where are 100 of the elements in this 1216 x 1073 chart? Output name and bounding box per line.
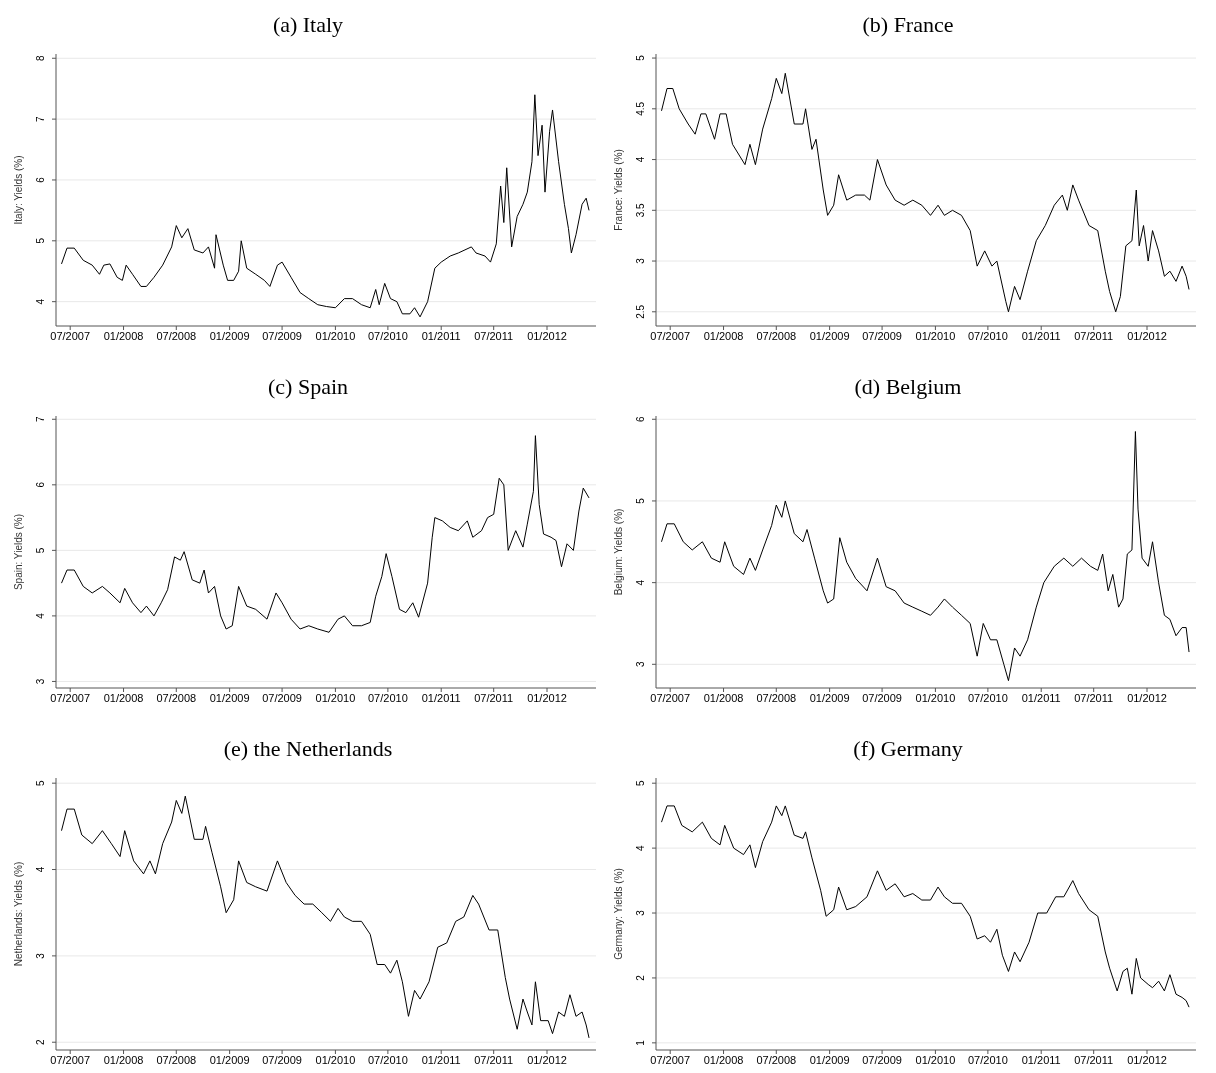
y-tick-label: 4: [35, 298, 46, 305]
x-tick-label: 01/2012: [1127, 329, 1167, 342]
chart-title: (b) France: [861, 11, 955, 39]
x-tick-label: 01/2008: [103, 329, 144, 342]
y-tick-label: 8: [35, 55, 46, 62]
x-tick-label: 07/2010: [368, 691, 408, 704]
x-tick-label: 07/2011: [474, 329, 514, 342]
x-tick-label: 07/2008: [756, 1053, 797, 1066]
y-tick-label: 5: [635, 779, 646, 786]
x-tick-label: 07/2007: [50, 691, 91, 704]
x-tick-label: 07/2011: [474, 691, 514, 704]
y-tick-label: 3: [635, 257, 646, 264]
y-tick-label: 3: [635, 909, 646, 916]
x-tick-label: 07/2008: [156, 691, 197, 704]
y-axis-title: Belgium: Yields (%): [612, 508, 624, 596]
x-tick-label: 07/2009: [262, 1053, 302, 1066]
x-tick-label: 07/2010: [968, 329, 1008, 342]
x-tick-label: 01/2010: [315, 329, 356, 342]
x-tick-label: 01/2009: [209, 329, 250, 342]
line-series: [661, 72, 1190, 313]
x-tick-label: 07/2009: [262, 691, 302, 704]
y-tick-label: 3: [35, 952, 46, 959]
x-tick-label: 07/2009: [862, 329, 902, 342]
x-tick-label: 07/2010: [968, 691, 1008, 704]
y-axis-title: Italy: Yields (%): [12, 155, 24, 225]
x-tick-label: 01/2008: [703, 1053, 744, 1066]
y-tick-label: 2: [635, 974, 646, 981]
x-tick-label: 01/2010: [315, 1053, 356, 1066]
chart-title: (a) Italy: [271, 11, 345, 39]
x-tick-label: 07/2008: [156, 329, 197, 342]
y-axis-title: Germany: Yields (%): [612, 868, 624, 960]
x-tick-label: 01/2008: [103, 1053, 144, 1066]
x-tick-label: 01/2009: [809, 691, 850, 704]
y-tick-label: 1: [635, 1039, 646, 1046]
y-tick-label: 3: [35, 678, 46, 685]
y-tick-label: 7: [35, 115, 46, 122]
x-tick-label: 01/2012: [527, 329, 567, 342]
y-axis-title: France: Yields (%): [612, 149, 624, 231]
line-series: [661, 805, 1190, 1008]
x-tick-label: 01/2009: [209, 1053, 250, 1066]
x-tick-label: 07/2009: [262, 329, 302, 342]
x-tick-label: 07/2011: [1074, 329, 1114, 342]
x-tick-label: 01/2011: [1021, 1053, 1061, 1066]
line-series: [661, 431, 1190, 682]
x-tick-label: 01/2009: [809, 329, 850, 342]
chart-title: (f) Germany: [852, 735, 964, 763]
y-tick-label: 6: [35, 176, 46, 183]
x-tick-label: 07/2007: [650, 1053, 691, 1066]
x-tick-label: 07/2007: [650, 329, 691, 342]
x-tick-label: 01/2008: [703, 329, 744, 342]
y-tick-label: 4.5: [635, 101, 646, 116]
x-tick-label: 01/2012: [1127, 1053, 1167, 1066]
chart-title: (c) Spain: [267, 373, 349, 401]
x-tick-label: 01/2008: [703, 691, 744, 704]
y-tick-label: 3.5: [635, 202, 646, 218]
x-tick-label: 01/2010: [315, 691, 356, 704]
x-tick-label: 01/2011: [421, 1053, 461, 1066]
line-series: [61, 94, 590, 318]
y-tick-label: 6: [635, 416, 646, 423]
x-tick-label: 07/2008: [756, 691, 797, 704]
y-tick-label: 5: [35, 237, 46, 244]
y-tick-label: 4: [635, 579, 646, 586]
x-tick-label: 07/2010: [368, 1053, 408, 1066]
x-tick-label: 07/2007: [50, 329, 91, 342]
x-tick-label: 01/2009: [809, 1053, 850, 1066]
y-tick-label: 7: [35, 416, 46, 423]
y-axis-title: Netherlands: Yields (%): [12, 861, 24, 967]
x-tick-label: 01/2010: [915, 1053, 956, 1066]
line-series: [61, 795, 590, 1039]
x-tick-label: 07/2008: [156, 1053, 197, 1066]
x-tick-label: 01/2011: [1021, 329, 1061, 342]
x-tick-label: 07/2011: [1074, 1053, 1114, 1066]
y-tick-label: 5: [635, 497, 646, 504]
line-series: [61, 435, 590, 633]
y-tick-label: 3: [635, 661, 646, 668]
x-tick-label: 01/2012: [527, 1053, 567, 1066]
x-tick-label: 07/2010: [368, 329, 408, 342]
y-tick-label: 5: [635, 54, 646, 61]
x-tick-label: 01/2009: [209, 691, 250, 704]
y-tick-label: 4: [35, 612, 46, 619]
chart-title: (e) the Netherlands: [222, 735, 394, 763]
x-tick-label: 01/2011: [1021, 691, 1061, 704]
x-tick-label: 07/2011: [474, 1053, 514, 1066]
x-tick-label: 07/2009: [862, 1053, 902, 1066]
x-tick-label: 07/2011: [1074, 691, 1114, 704]
x-tick-label: 01/2008: [103, 691, 144, 704]
y-tick-label: 2.5: [635, 304, 646, 319]
y-tick-label: 4: [35, 866, 46, 873]
y-tick-label: 2: [35, 1039, 46, 1046]
x-tick-label: 01/2010: [915, 329, 956, 342]
x-tick-label: 01/2011: [421, 691, 461, 704]
y-tick-label: 4: [635, 844, 646, 851]
chart-title: (d) Belgium: [853, 373, 963, 401]
y-tick-label: 5: [35, 547, 46, 554]
x-tick-label: 07/2007: [50, 1053, 91, 1066]
x-tick-label: 07/2010: [968, 1053, 1008, 1066]
y-tick-label: 6: [35, 481, 46, 488]
x-tick-label: 07/2007: [650, 691, 691, 704]
x-tick-label: 01/2011: [421, 329, 461, 342]
x-tick-label: 01/2012: [1127, 691, 1167, 704]
